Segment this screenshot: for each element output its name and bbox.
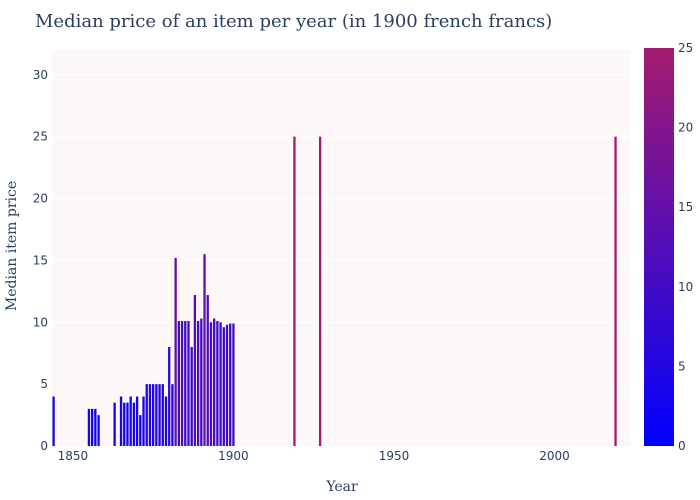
y-tick-label: 25: [33, 130, 48, 144]
bar[interactable]: [97, 415, 100, 446]
bar[interactable]: [219, 322, 222, 446]
plot-area: [52, 50, 630, 446]
bar[interactable]: [318, 136, 322, 446]
bar[interactable]: [196, 321, 200, 446]
bar[interactable]: [119, 396, 123, 447]
bars[interactable]: [52, 136, 617, 447]
bar[interactable]: [139, 415, 142, 446]
bar[interactable]: [94, 408, 97, 446]
bar[interactable]: [190, 347, 193, 446]
bar[interactable]: [158, 384, 161, 446]
y-tick-label: 10: [33, 315, 48, 329]
bar[interactable]: [193, 295, 197, 446]
colorbar: [644, 48, 674, 446]
bar[interactable]: [203, 254, 206, 446]
colorbar-ticks: 0 5 10 15 20 25: [678, 41, 693, 453]
x-tick-label: 1900: [218, 449, 249, 463]
bar[interactable]: [135, 396, 139, 447]
bar[interactable]: [184, 321, 187, 446]
bar[interactable]: [187, 321, 190, 446]
x-tick-label: 2000: [539, 449, 570, 463]
bar[interactable]: [145, 384, 148, 446]
grid-lines: [52, 74, 630, 385]
colorbar-tick-label: 10: [678, 280, 693, 294]
colorbar-tick-label: 5: [678, 359, 686, 373]
x-tick-label: 1850: [58, 449, 89, 463]
bar[interactable]: [164, 396, 168, 447]
bar[interactable]: [168, 347, 171, 446]
y-tick-label: 20: [33, 192, 48, 206]
colorbar-tick-label: 15: [678, 200, 693, 214]
colorbar-tick-label: 20: [678, 121, 693, 135]
bar[interactable]: [155, 384, 158, 446]
bar[interactable]: [177, 321, 180, 446]
x-axis-title: Year: [325, 479, 358, 495]
y-axis-ticks: 0 5 10 15 20 25 30: [33, 68, 48, 453]
bar[interactable]: [180, 321, 184, 446]
bar[interactable]: [232, 323, 235, 446]
chart-title: Median price of an item per year (in 190…: [35, 11, 552, 32]
y-tick-label: 0: [40, 439, 48, 453]
bar[interactable]: [87, 408, 91, 446]
bar[interactable]: [213, 318, 216, 446]
bar[interactable]: [161, 384, 164, 446]
bar[interactable]: [206, 295, 209, 446]
bar[interactable]: [222, 327, 225, 446]
bar[interactable]: [148, 384, 152, 446]
x-axis-ticks: 1850 1900 1950 2000: [58, 449, 570, 463]
bar[interactable]: [225, 324, 229, 446]
bar[interactable]: [174, 257, 177, 446]
bar[interactable]: [113, 402, 116, 446]
bar[interactable]: [209, 322, 213, 446]
bar[interactable]: [126, 402, 129, 446]
bar[interactable]: [123, 402, 126, 446]
bar[interactable]: [216, 321, 219, 446]
y-axis-title: Median item price: [4, 181, 20, 311]
x-tick-label: 1950: [379, 449, 410, 463]
bar[interactable]: [171, 384, 174, 446]
y-tick-label: 30: [33, 68, 48, 82]
bar[interactable]: [142, 396, 145, 447]
bar[interactable]: [229, 323, 232, 446]
bar[interactable]: [151, 384, 155, 446]
bar[interactable]: [132, 402, 136, 446]
y-tick-label: 5: [40, 377, 48, 391]
bar[interactable]: [293, 136, 296, 446]
bar[interactable]: [614, 136, 617, 446]
bar[interactable]: [129, 396, 132, 447]
bar[interactable]: [52, 396, 55, 447]
colorbar-tick-label: 0: [678, 439, 686, 453]
bar[interactable]: [90, 408, 94, 446]
colorbar-tick-label: 25: [678, 41, 693, 55]
bar[interactable]: [200, 318, 203, 446]
y-tick-label: 15: [33, 253, 48, 267]
